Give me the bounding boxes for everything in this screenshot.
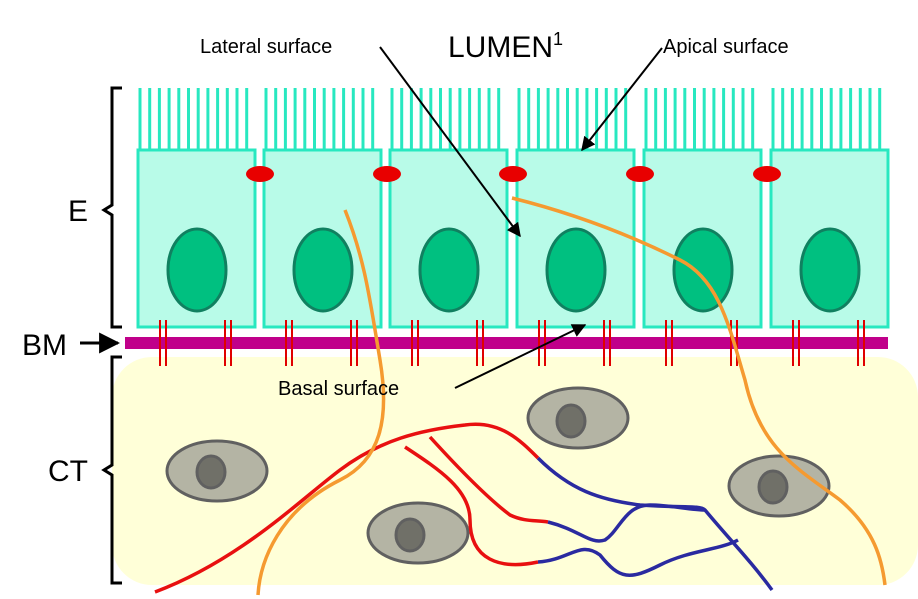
nucleus: [292, 227, 354, 313]
braces: [101, 86, 122, 585]
lumen-text: LUMEN: [448, 31, 553, 64]
nucleus: [799, 227, 861, 313]
nucleus: [672, 227, 734, 313]
tight-junction: [499, 166, 527, 182]
arrows: [80, 46, 663, 389]
connective-tissue: [112, 357, 918, 585]
label-lumen: LUMEN1: [448, 29, 563, 64]
tight-junction: [373, 166, 401, 182]
basement-membrane: [125, 337, 888, 349]
label-lateral: Lateral surface: [200, 36, 332, 58]
tight-junction: [753, 166, 781, 182]
epithelial-cells: [136, 88, 890, 329]
fibroblasts: [165, 386, 831, 565]
lumen-superscript: 1: [553, 29, 563, 49]
label-ct: CT: [48, 455, 88, 488]
label-apical: Apical surface: [663, 36, 789, 58]
nucleus: [545, 227, 607, 313]
label-bm: BM: [22, 329, 67, 362]
label-basal: Basal surface: [278, 378, 399, 400]
nucleus: [418, 227, 480, 313]
label-e: E: [68, 195, 88, 228]
nucleus: [166, 227, 228, 313]
tight-junction: [626, 166, 654, 182]
vessels: [154, 196, 887, 596]
tight-junction: [246, 166, 274, 182]
